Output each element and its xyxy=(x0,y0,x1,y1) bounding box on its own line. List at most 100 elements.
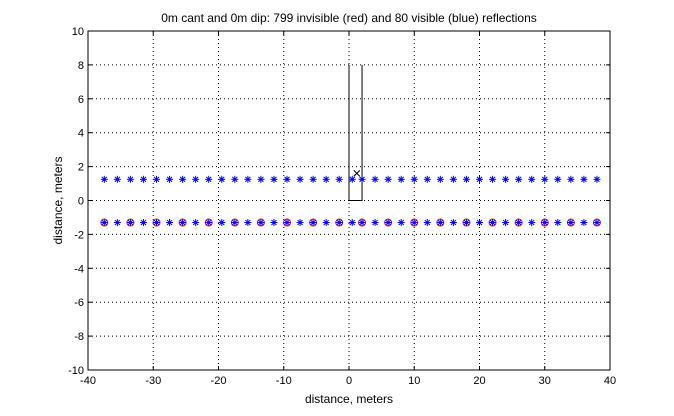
y-tick-label: 8 xyxy=(78,60,84,72)
visible-reflection-point xyxy=(384,175,392,183)
x-tick-label: 40 xyxy=(604,375,616,387)
visible-reflection-point xyxy=(489,175,497,183)
visible-reflection-point xyxy=(179,219,187,227)
visible-reflection-point xyxy=(567,175,575,183)
visible-reflection-point xyxy=(166,219,174,227)
visible-reflection-point xyxy=(515,175,523,183)
visible-reflection-point xyxy=(231,175,239,183)
visible-reflection-point xyxy=(410,175,418,183)
y-tick-label: -2 xyxy=(74,229,84,241)
visible-reflection-point xyxy=(153,175,161,183)
visible-reflection-point xyxy=(423,175,431,183)
x-tick-label: 30 xyxy=(539,375,551,387)
visible-reflection-point xyxy=(410,219,418,227)
visible-reflection-point xyxy=(476,219,483,227)
visible-reflection-point xyxy=(567,219,575,227)
visible-reflection-point xyxy=(100,175,108,183)
visible-reflection-point xyxy=(205,219,213,227)
plot-area xyxy=(100,64,601,227)
outline-shape xyxy=(348,64,363,201)
visible-reflection-point xyxy=(436,219,444,227)
y-tick-label: -6 xyxy=(74,297,84,309)
x-tick-label: -30 xyxy=(145,375,161,387)
y-tick-label: -4 xyxy=(74,263,84,275)
visible-reflection-point xyxy=(153,219,161,227)
x-tick-label: 20 xyxy=(473,375,485,387)
y-tick-label: 6 xyxy=(78,94,84,106)
visible-reflection-point xyxy=(192,175,200,183)
visible-reflection-point xyxy=(541,175,549,183)
visible-reflection-point xyxy=(218,219,226,227)
y-tick-label: 4 xyxy=(78,128,84,140)
y-tick-label: 0 xyxy=(78,196,84,208)
visible-reflection-point xyxy=(113,219,121,227)
visible-reflection-point xyxy=(554,175,562,183)
visible-reflection-point xyxy=(166,175,174,183)
x-tick-label: 0 xyxy=(346,375,352,387)
visible-reflection-point xyxy=(270,175,278,183)
visible-reflection-point xyxy=(309,219,317,227)
cross-marker xyxy=(353,170,361,177)
visible-reflection-point xyxy=(580,175,588,183)
visible-reflection-point xyxy=(126,175,134,183)
x-tick-label: 10 xyxy=(408,375,420,387)
visible-reflection-point xyxy=(257,175,265,183)
visible-reflection-point xyxy=(322,175,330,183)
visible-reflection-point xyxy=(423,219,431,227)
visible-reflection-point xyxy=(231,219,239,227)
visible-reflection-point xyxy=(322,219,330,227)
visible-reflection-point xyxy=(449,175,457,183)
visible-reflection-point xyxy=(436,175,444,183)
visible-reflection-point xyxy=(179,175,187,183)
visible-reflection-point xyxy=(462,219,470,227)
visible-reflection-point xyxy=(554,219,562,227)
y-tick-label: -10 xyxy=(68,365,84,377)
visible-reflection-point xyxy=(593,219,601,227)
visible-reflection-point xyxy=(113,175,121,183)
y-axis-label: distance, meters xyxy=(51,156,65,244)
visible-reflection-point xyxy=(371,175,379,183)
visible-reflection-point xyxy=(528,219,536,227)
visible-reflection-point xyxy=(462,175,470,183)
visible-reflection-point xyxy=(309,175,317,183)
visible-reflection-point xyxy=(257,219,265,227)
visible-reflection-point xyxy=(192,219,200,227)
visible-reflection-point xyxy=(139,175,147,183)
visible-reflection-point xyxy=(296,219,304,227)
visible-reflection-point xyxy=(489,219,497,227)
visible-reflection-point xyxy=(515,219,523,227)
y-tick-label: 2 xyxy=(78,162,84,174)
visible-reflection-point xyxy=(126,219,134,227)
visible-reflection-point xyxy=(244,175,252,183)
visible-reflection-point xyxy=(335,219,343,227)
y-tick-label: -8 xyxy=(74,331,84,343)
visible-reflection-point xyxy=(397,175,405,183)
visible-reflection-point xyxy=(358,219,366,227)
visible-reflection-point xyxy=(205,175,213,183)
visible-reflection-point xyxy=(580,219,588,227)
visible-reflection-point xyxy=(541,219,549,227)
visible-reflection-point xyxy=(371,219,379,227)
visible-reflection-point xyxy=(283,219,291,227)
visible-reflection-point xyxy=(348,219,356,227)
visible-reflection-point xyxy=(296,175,304,183)
visible-reflection-point xyxy=(502,175,510,183)
visible-reflection-point xyxy=(593,175,601,183)
visible-reflection-point xyxy=(358,175,366,183)
visible-reflection-point xyxy=(283,175,291,183)
visible-reflection-point xyxy=(502,219,510,227)
visible-reflection-point xyxy=(100,219,108,227)
x-tick-label: -20 xyxy=(211,375,227,387)
visible-reflection-point xyxy=(348,175,356,183)
visible-reflection-point xyxy=(397,219,405,227)
visible-reflection-point xyxy=(270,219,278,227)
visible-reflection-point xyxy=(335,175,343,183)
x-tick-label: -10 xyxy=(276,375,292,387)
visible-reflection-point xyxy=(476,175,483,183)
visible-reflection-point xyxy=(244,219,252,227)
visible-reflection-point xyxy=(449,219,457,227)
visible-reflection-point xyxy=(139,219,147,227)
visible-reflection-point xyxy=(384,219,392,227)
